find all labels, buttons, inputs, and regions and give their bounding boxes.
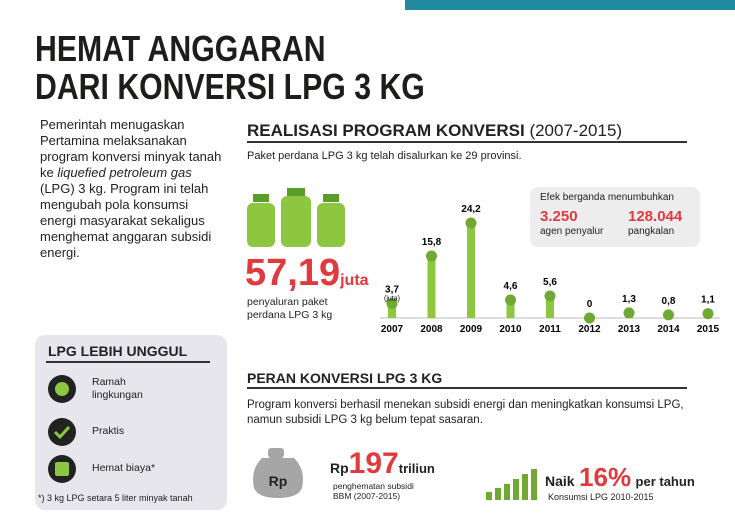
x-tick-label: 2011: [539, 324, 561, 335]
bar-head: [624, 307, 635, 318]
value-label: 0,8: [662, 296, 676, 307]
value-label: 1,3: [622, 294, 636, 305]
bar-head: [584, 313, 595, 324]
bar: [467, 223, 475, 318]
value-label: 5,6: [543, 277, 557, 288]
money-bag-icon: Rp: [253, 448, 303, 498]
bar-head: [545, 291, 556, 302]
x-tick-label: 2007: [381, 324, 404, 335]
cylinders-icon: [247, 188, 345, 247]
bag-label: Rp: [269, 473, 288, 489]
x-tick-label: 2012: [578, 324, 601, 335]
unit-label: (juta): [384, 295, 400, 302]
value-label: 15,8: [422, 237, 442, 248]
value-label: 1,1: [701, 295, 715, 306]
x-tick-label: 2009: [460, 324, 483, 335]
infographic: HEMAT ANGGARAN DARI KONVERSI LPG 3 KG Pe…: [0, 0, 735, 515]
bar-head: [703, 308, 714, 319]
bar-head: [466, 218, 477, 229]
x-tick-label: 2013: [618, 324, 641, 335]
x-tick-label: 2010: [499, 324, 522, 335]
bar: [428, 256, 436, 318]
bar-head: [663, 309, 674, 320]
bar-head: [505, 294, 516, 305]
value-label: 0: [587, 299, 593, 310]
advantage-icons: [48, 375, 76, 483]
growth-icon: [486, 469, 537, 500]
bar-head: [426, 250, 437, 261]
graphics: Rp 2007 3,7(juta) 2008 15,8 2009 24,2 2010 4,6 2…: [0, 0, 735, 515]
x-tick-label: 2008: [420, 324, 443, 335]
value-label: 3,7: [385, 284, 399, 295]
x-tick-label: 2014: [657, 324, 680, 335]
value-label: 4,6: [504, 281, 518, 292]
x-tick-label: 2015: [697, 324, 720, 335]
value-label: 24,2: [461, 204, 481, 215]
